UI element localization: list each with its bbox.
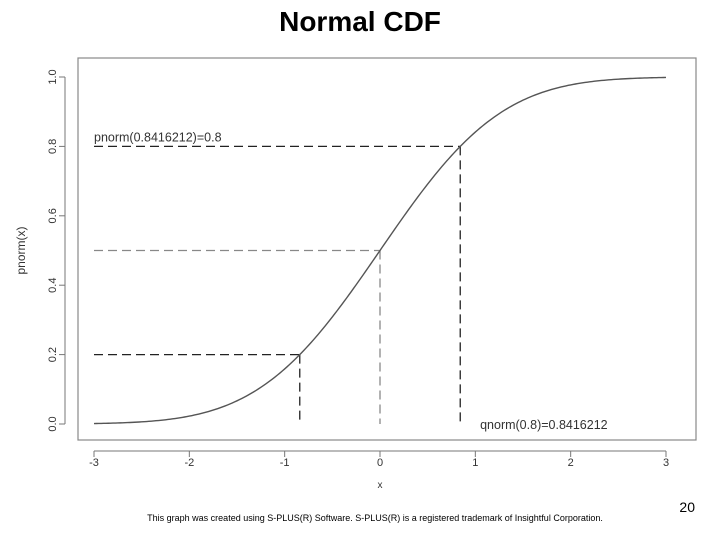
x-tick-label: 0 <box>377 457 383 469</box>
x-tick-label: 1 <box>472 457 478 469</box>
y-tick-label: 0.2 <box>47 347 59 362</box>
y-axis-label: pnorm(x) <box>14 226 28 274</box>
y-tick-label: 1.0 <box>47 69 59 84</box>
y-tick-label: 0.4 <box>47 278 59 293</box>
x-axis-label: x <box>378 480 383 491</box>
x-tick-label: 3 <box>663 457 669 469</box>
page-number: 20 <box>679 499 695 515</box>
y-tick-label: 0.0 <box>47 416 59 431</box>
chart-annotation: qnorm(0.8)=0.8416212 <box>480 418 608 432</box>
y-tick-label: 0.8 <box>47 139 59 154</box>
x-tick-label: -3 <box>89 457 99 469</box>
slide-title: Normal CDF <box>279 6 441 37</box>
x-tick-label: -1 <box>280 457 290 469</box>
chart-annotation: pnorm(0.8416212)=0.8 <box>94 130 222 144</box>
x-tick-label: 2 <box>568 457 574 469</box>
x-tick-label: -2 <box>184 457 194 469</box>
cdf-series-line <box>93 76 667 425</box>
plot-frame <box>77 57 697 441</box>
trademark-footnote: This graph was created using S-PLUS(R) S… <box>147 513 603 523</box>
y-tick-label: 0.6 <box>47 208 59 223</box>
